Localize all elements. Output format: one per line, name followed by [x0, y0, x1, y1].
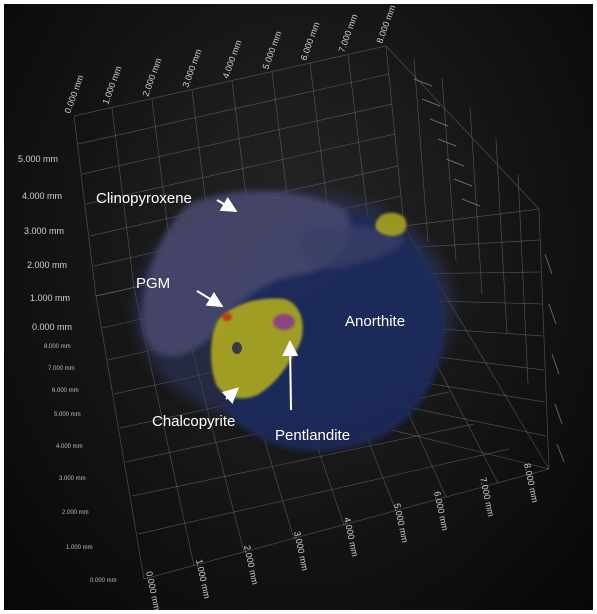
x-tick: 2.000 mm — [140, 57, 163, 98]
right-axis-tick-marks — [413, 78, 565, 463]
x-bottom-tick: 5.000 mm — [392, 502, 410, 543]
x-tick: 8.000 mm — [374, 4, 397, 45]
z-tick: 4.000 mm — [22, 191, 62, 201]
x-tick: 3.000 mm — [180, 48, 203, 89]
x-tick: 0.000 mm — [62, 74, 85, 115]
y-tick: 6.000 mm — [52, 388, 79, 394]
y-tick: 2.000 mm — [62, 510, 89, 516]
mineral-volume — [134, 191, 454, 451]
x-tick: 1.000 mm — [100, 65, 123, 106]
volume-render: 0.000 mm 1.000 mm 2.000 mm 3.000 mm 4.00… — [18, 4, 565, 610]
label-pgm: PGM — [136, 275, 171, 292]
x-bottom-tick: 2.000 mm — [242, 544, 260, 585]
x-bottom-tick: 7.000 mm — [478, 476, 496, 517]
z-tick: 0.000 mm — [32, 322, 72, 332]
z-tick: 3.000 mm — [24, 226, 64, 236]
annotation-arrows — [196, 197, 299, 411]
x-axis-bottom-ticks: 0.000 mm 1.000 mm 2.000 mm 3.000 mm 4.00… — [144, 462, 540, 610]
y-tick: 7.000 mm — [48, 366, 75, 372]
x-tick: 4.000 mm — [220, 39, 243, 80]
pgm-arrow — [196, 290, 224, 308]
x-axis-top-ticks: 0.000 mm 1.000 mm 2.000 mm 3.000 mm 4.00… — [62, 4, 397, 115]
pentlandite-region — [273, 314, 295, 330]
label-clinopyroxene: Clinopyroxene — [96, 190, 192, 207]
x-bottom-tick: 4.000 mm — [342, 516, 360, 557]
z-tick: 1.000 mm — [30, 293, 70, 303]
x-bottom-tick: 0.000 mm — [144, 570, 162, 610]
y-tick: 5.000 mm — [54, 412, 81, 418]
x-tick: 5.000 mm — [260, 30, 283, 71]
chalcopyrite-minor-region — [375, 212, 407, 236]
z-axis-ticks: 5.000 mm 4.000 mm 3.000 mm 2.000 mm 1.00… — [18, 154, 72, 332]
x-bottom-tick: 1.000 mm — [194, 558, 212, 599]
3d-volume-viewer[interactable]: 0.000 mm 1.000 mm 2.000 mm 3.000 mm 4.00… — [4, 4, 593, 610]
label-pentlandite: Pentlandite — [275, 427, 351, 444]
y-tick: 4.000 mm — [56, 444, 83, 450]
pentlandite-arrow — [282, 340, 299, 411]
label-chalcopyrite: Chalcopyrite — [152, 413, 236, 430]
pgm-region — [222, 313, 232, 321]
x-tick: 6.000 mm — [298, 21, 321, 62]
x-bottom-tick: 3.000 mm — [292, 530, 310, 571]
y-tick: 3.000 mm — [59, 476, 86, 482]
z-tick: 5.000 mm — [18, 154, 58, 164]
y-tick: 8.000 mm — [44, 344, 71, 350]
chalcopyrite-arrow — [221, 387, 239, 404]
y-axis-left-ticks: 8.000 mm 7.000 mm 6.000 mm 5.000 mm 4.00… — [44, 344, 117, 584]
clinopyroxene-arrow — [216, 197, 238, 213]
y-tick: 1.000 mm — [66, 545, 93, 551]
grid-right-wall — [385, 45, 550, 470]
label-anorthite: Anorthite — [345, 313, 406, 330]
z-tick: 2.000 mm — [27, 260, 67, 270]
x-bottom-tick: 8.000 mm — [522, 462, 540, 503]
x-tick: 7.000 mm — [336, 13, 359, 54]
y-tick: 0.000 mm — [90, 578, 117, 584]
